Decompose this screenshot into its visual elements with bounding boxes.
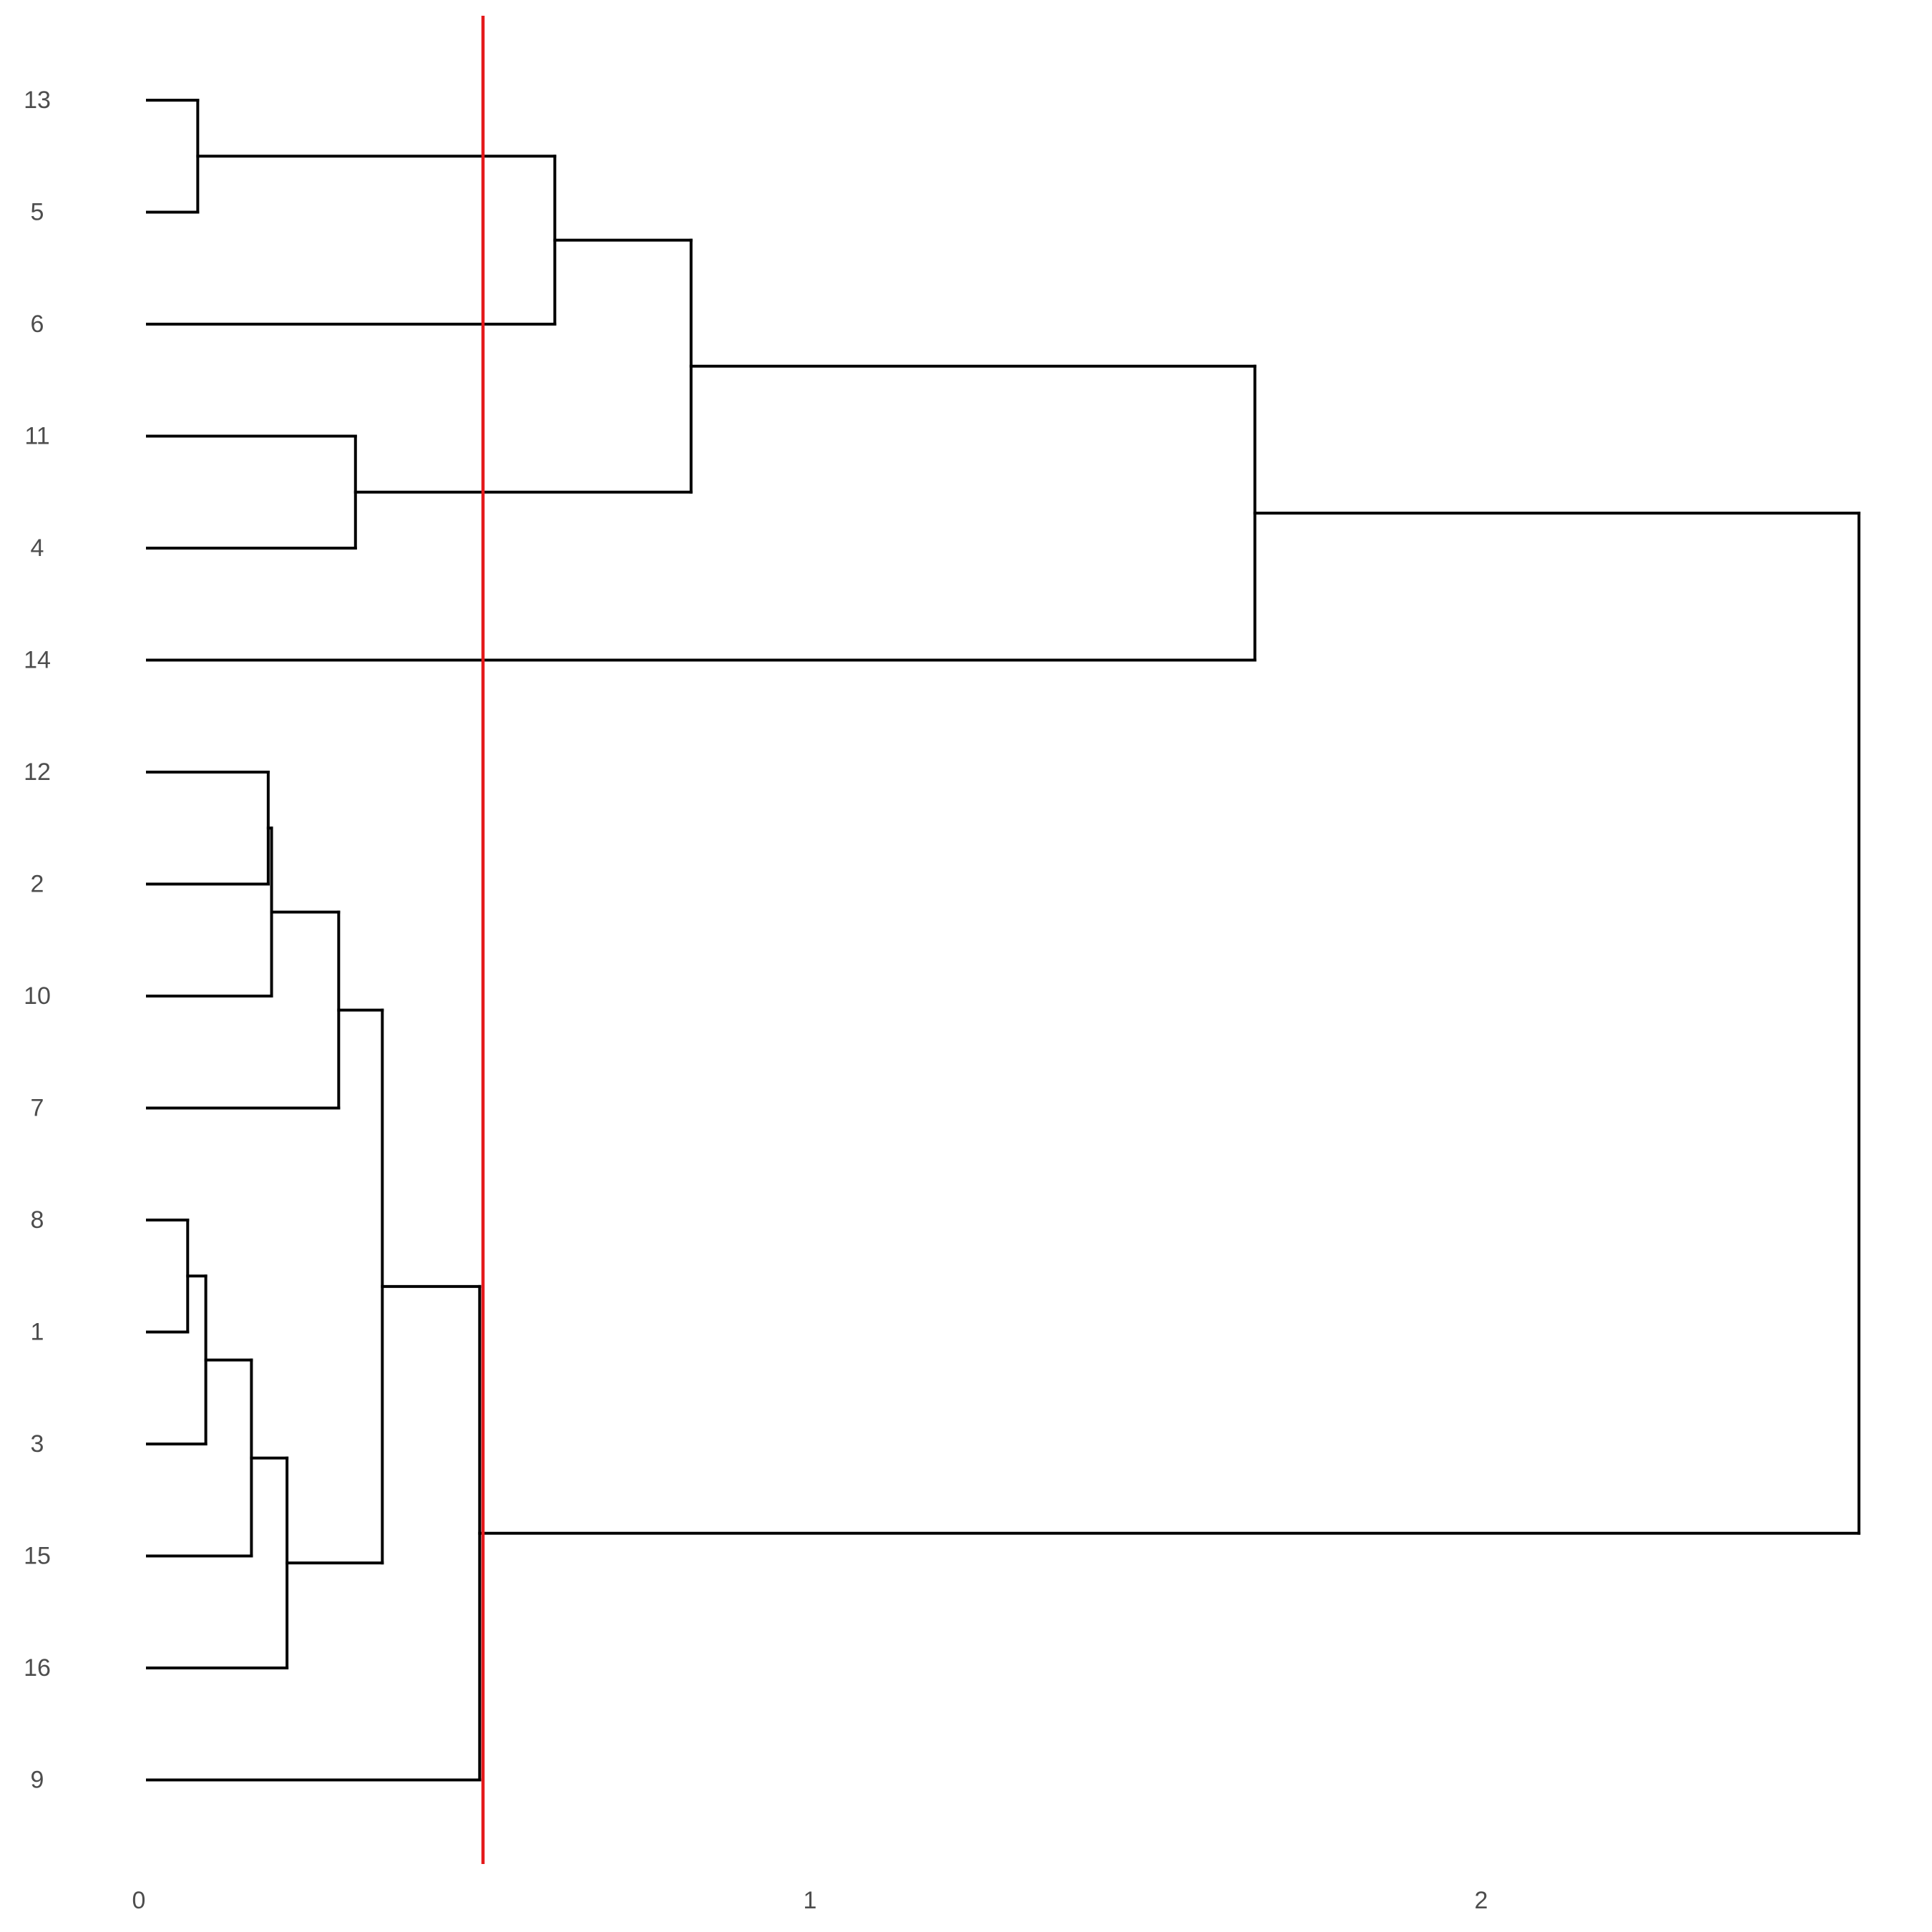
- leaf-label-1: 1: [31, 1319, 44, 1346]
- leaf-label-4: 4: [31, 535, 44, 562]
- leaf-label-16: 16: [24, 1654, 51, 1682]
- x-tick-label-2: 2: [1475, 1887, 1488, 1914]
- dendrogram-branches: [146, 99, 1860, 1782]
- leaf-label-3: 3: [31, 1430, 44, 1458]
- x-tick-label-1: 1: [804, 1887, 817, 1914]
- x-tick-label-0: 0: [132, 1887, 146, 1914]
- leaf-label-13: 13: [24, 87, 51, 114]
- leaf-label-6: 6: [31, 311, 44, 338]
- leaf-label-7: 7: [31, 1095, 44, 1122]
- leaf-label-12: 12: [24, 758, 51, 786]
- leaf-label-2: 2: [31, 871, 44, 898]
- leaf-label-5: 5: [31, 199, 44, 226]
- leaf-label-8: 8: [31, 1206, 44, 1234]
- leaf-label-9: 9: [31, 1767, 44, 1794]
- leaf-label-14: 14: [24, 647, 51, 674]
- leaf-label-15: 15: [24, 1543, 51, 1570]
- x-axis: 0 1 2: [132, 1887, 1488, 1914]
- leaf-label-11: 11: [24, 423, 49, 450]
- leaf-label-10: 10: [24, 982, 51, 1010]
